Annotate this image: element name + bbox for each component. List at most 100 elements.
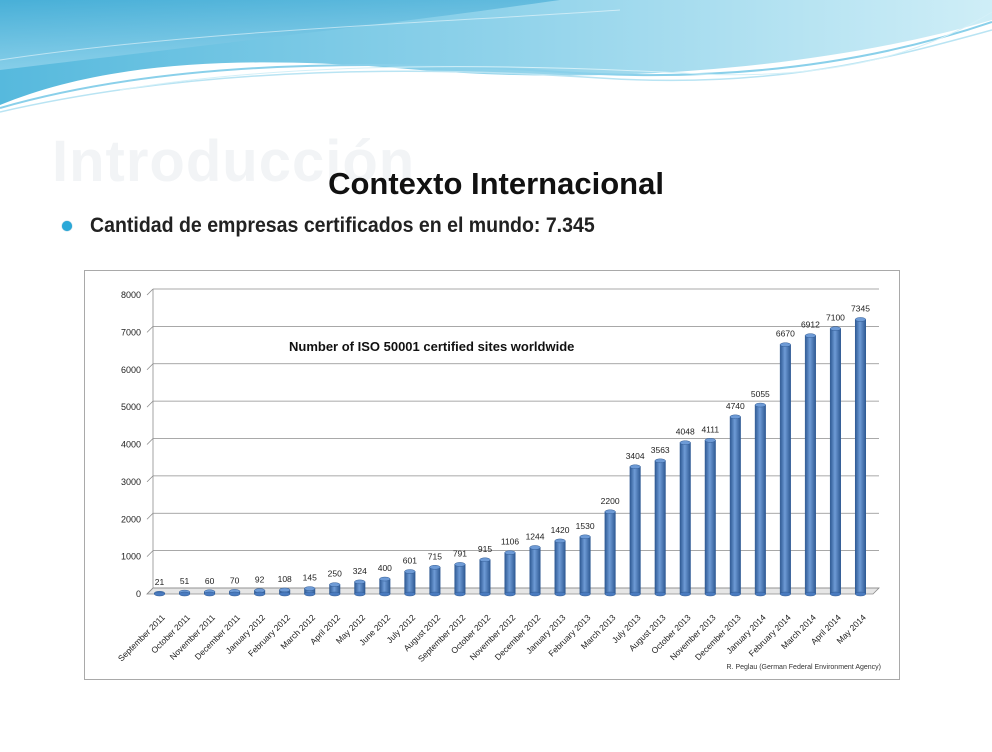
y-tick-label: 2000 xyxy=(121,514,141,524)
gridline-depth xyxy=(146,587,154,595)
data-label: 6670 xyxy=(776,329,795,339)
y-tick-label: 7000 xyxy=(121,327,141,337)
bar-base xyxy=(379,591,391,597)
bar-base xyxy=(179,591,191,597)
chart-frame: 0 1000 2000 3000 4000 5000 6000 7000 8000 Number … xyxy=(84,270,900,680)
bar-base xyxy=(529,591,541,597)
bar-base xyxy=(404,591,416,597)
bar-cap xyxy=(829,326,841,331)
data-label: 70 xyxy=(230,575,240,585)
data-label: 6912 xyxy=(801,320,820,330)
bar xyxy=(404,571,416,595)
bar-base xyxy=(279,591,291,597)
data-label: 5055 xyxy=(751,389,770,399)
y-tick-label: 0 xyxy=(136,589,141,599)
data-label: 3404 xyxy=(626,451,645,461)
bar xyxy=(804,335,816,595)
gridline-depth xyxy=(146,438,154,445)
data-label: 1106 xyxy=(501,537,520,547)
bar-base xyxy=(829,591,841,597)
data-label: 915 xyxy=(478,544,492,554)
bar-base xyxy=(354,591,366,597)
bar-base xyxy=(204,591,216,597)
bar-cap xyxy=(454,562,466,567)
y-tick-label: 5000 xyxy=(121,402,141,412)
bar xyxy=(579,536,591,595)
data-label: 1530 xyxy=(576,521,595,531)
data-label: 51 xyxy=(180,576,190,586)
bar xyxy=(454,564,466,595)
bar-base xyxy=(604,591,616,597)
bar-cap xyxy=(279,587,291,593)
bar-cap xyxy=(354,579,366,585)
bar-base xyxy=(429,591,441,597)
gridline-depth xyxy=(146,326,154,333)
bar-cap xyxy=(779,342,791,347)
bar-base xyxy=(854,591,866,597)
data-label: 2200 xyxy=(601,496,620,506)
data-label: 791 xyxy=(453,548,467,558)
bar-base xyxy=(779,591,791,597)
bar xyxy=(504,552,516,595)
bar xyxy=(729,416,741,595)
bar xyxy=(779,344,791,595)
bar-cap xyxy=(404,569,416,574)
gridline-depth xyxy=(146,550,154,557)
data-label: 7345 xyxy=(851,303,870,313)
bar-base xyxy=(154,591,166,597)
bar xyxy=(679,442,691,595)
bar-cap xyxy=(854,317,866,322)
bar xyxy=(604,511,616,595)
bar-cap xyxy=(304,586,316,591)
data-label: 92 xyxy=(255,575,265,585)
bar xyxy=(704,440,716,595)
data-label: 715 xyxy=(428,551,442,561)
bar-cap xyxy=(629,464,641,470)
bar-base xyxy=(454,591,466,597)
bar-cap xyxy=(429,565,441,570)
gridline-depth xyxy=(146,400,154,408)
bar-cap xyxy=(679,440,691,445)
bar xyxy=(529,547,541,595)
data-label: 601 xyxy=(403,556,417,566)
bar-cap xyxy=(329,582,341,587)
bullet-text: Cantidad de empresas certificados en el … xyxy=(90,214,595,237)
slide-title: Contexto Internacional xyxy=(328,166,664,201)
bar-base xyxy=(704,591,716,597)
bar-base xyxy=(229,591,241,597)
y-tick-label: 4000 xyxy=(121,440,141,450)
bar-base xyxy=(804,591,816,597)
bar-base xyxy=(504,591,516,597)
bar-chart: 0 1000 2000 3000 4000 5000 6000 7000 8000 Number … xyxy=(116,288,881,671)
bar xyxy=(854,319,866,595)
bar-base xyxy=(679,591,691,597)
bar-cap xyxy=(479,557,491,563)
data-label: 145 xyxy=(303,573,317,583)
bar-cap xyxy=(504,550,516,555)
bar xyxy=(829,328,841,595)
data-label: 60 xyxy=(205,576,215,586)
bar-cap xyxy=(529,545,541,550)
bar-cap xyxy=(754,402,766,408)
gridline-depth xyxy=(146,288,154,296)
bar-base xyxy=(479,591,491,597)
bar xyxy=(629,466,641,595)
y-tick-label: 3000 xyxy=(121,477,141,487)
data-label: 250 xyxy=(328,569,342,579)
bar-base xyxy=(629,591,641,597)
bar-base xyxy=(304,591,316,597)
bar-base xyxy=(729,591,741,597)
chart-title: Number of ISO 50001 certified sites worl… xyxy=(289,339,574,354)
bar xyxy=(479,559,491,595)
chart-source: R. Peglau (German Federal Environment Ag… xyxy=(727,664,881,671)
bar-cap xyxy=(729,414,741,420)
data-label: 21 xyxy=(155,577,165,587)
data-label: 1244 xyxy=(526,532,545,542)
ghost-section-title: Introducción xyxy=(52,129,416,194)
bar-base xyxy=(329,591,341,597)
data-label: 4740 xyxy=(726,401,745,411)
data-label: 400 xyxy=(378,563,392,573)
bar xyxy=(654,460,666,595)
data-label: 4048 xyxy=(676,427,695,437)
